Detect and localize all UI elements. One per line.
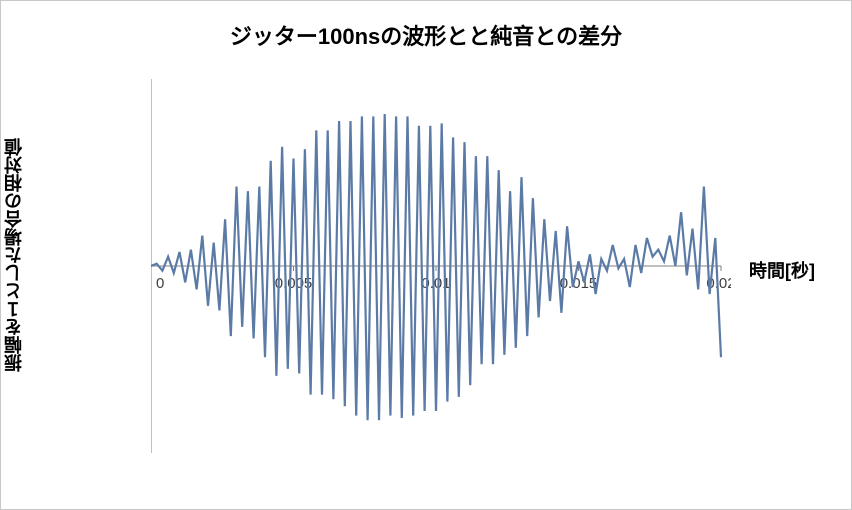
- x-tick-label: 0: [156, 275, 164, 292]
- y-axis-label: 振幅を１とした場合の相対値: [1, 138, 27, 372]
- x-tick-label: 0.015: [560, 275, 598, 292]
- chart-container: ジッター100nsの波形とと純音との差分 振幅を１とした場合の相対値 時間[秒]…: [0, 0, 852, 510]
- x-tick-label: 0.005: [275, 275, 313, 292]
- chart-plot-area: -8.0E-4-6.0E-4-4.0E-4-2.0E-40.0E+02.0E-4…: [151, 61, 731, 481]
- chart-title: ジッター100nsの波形とと純音との差分: [1, 19, 851, 51]
- x-axis-label: 時間[秒]: [749, 257, 815, 283]
- x-tick-label: 0.01: [421, 275, 450, 292]
